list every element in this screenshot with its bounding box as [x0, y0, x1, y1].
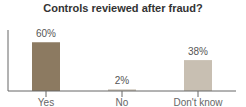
svg-text:38%: 38% — [188, 46, 208, 57]
svg-text:Don't know: Don't know — [173, 97, 223, 107]
svg-text:2%: 2% — [115, 75, 130, 86]
svg-text:No: No — [116, 97, 129, 107]
svg-text:Yes: Yes — [38, 97, 54, 107]
svg-text:60%: 60% — [36, 28, 56, 39]
html-text:Controls reviewed after fraud?: Controls reviewed after fraud? — [43, 2, 203, 14]
